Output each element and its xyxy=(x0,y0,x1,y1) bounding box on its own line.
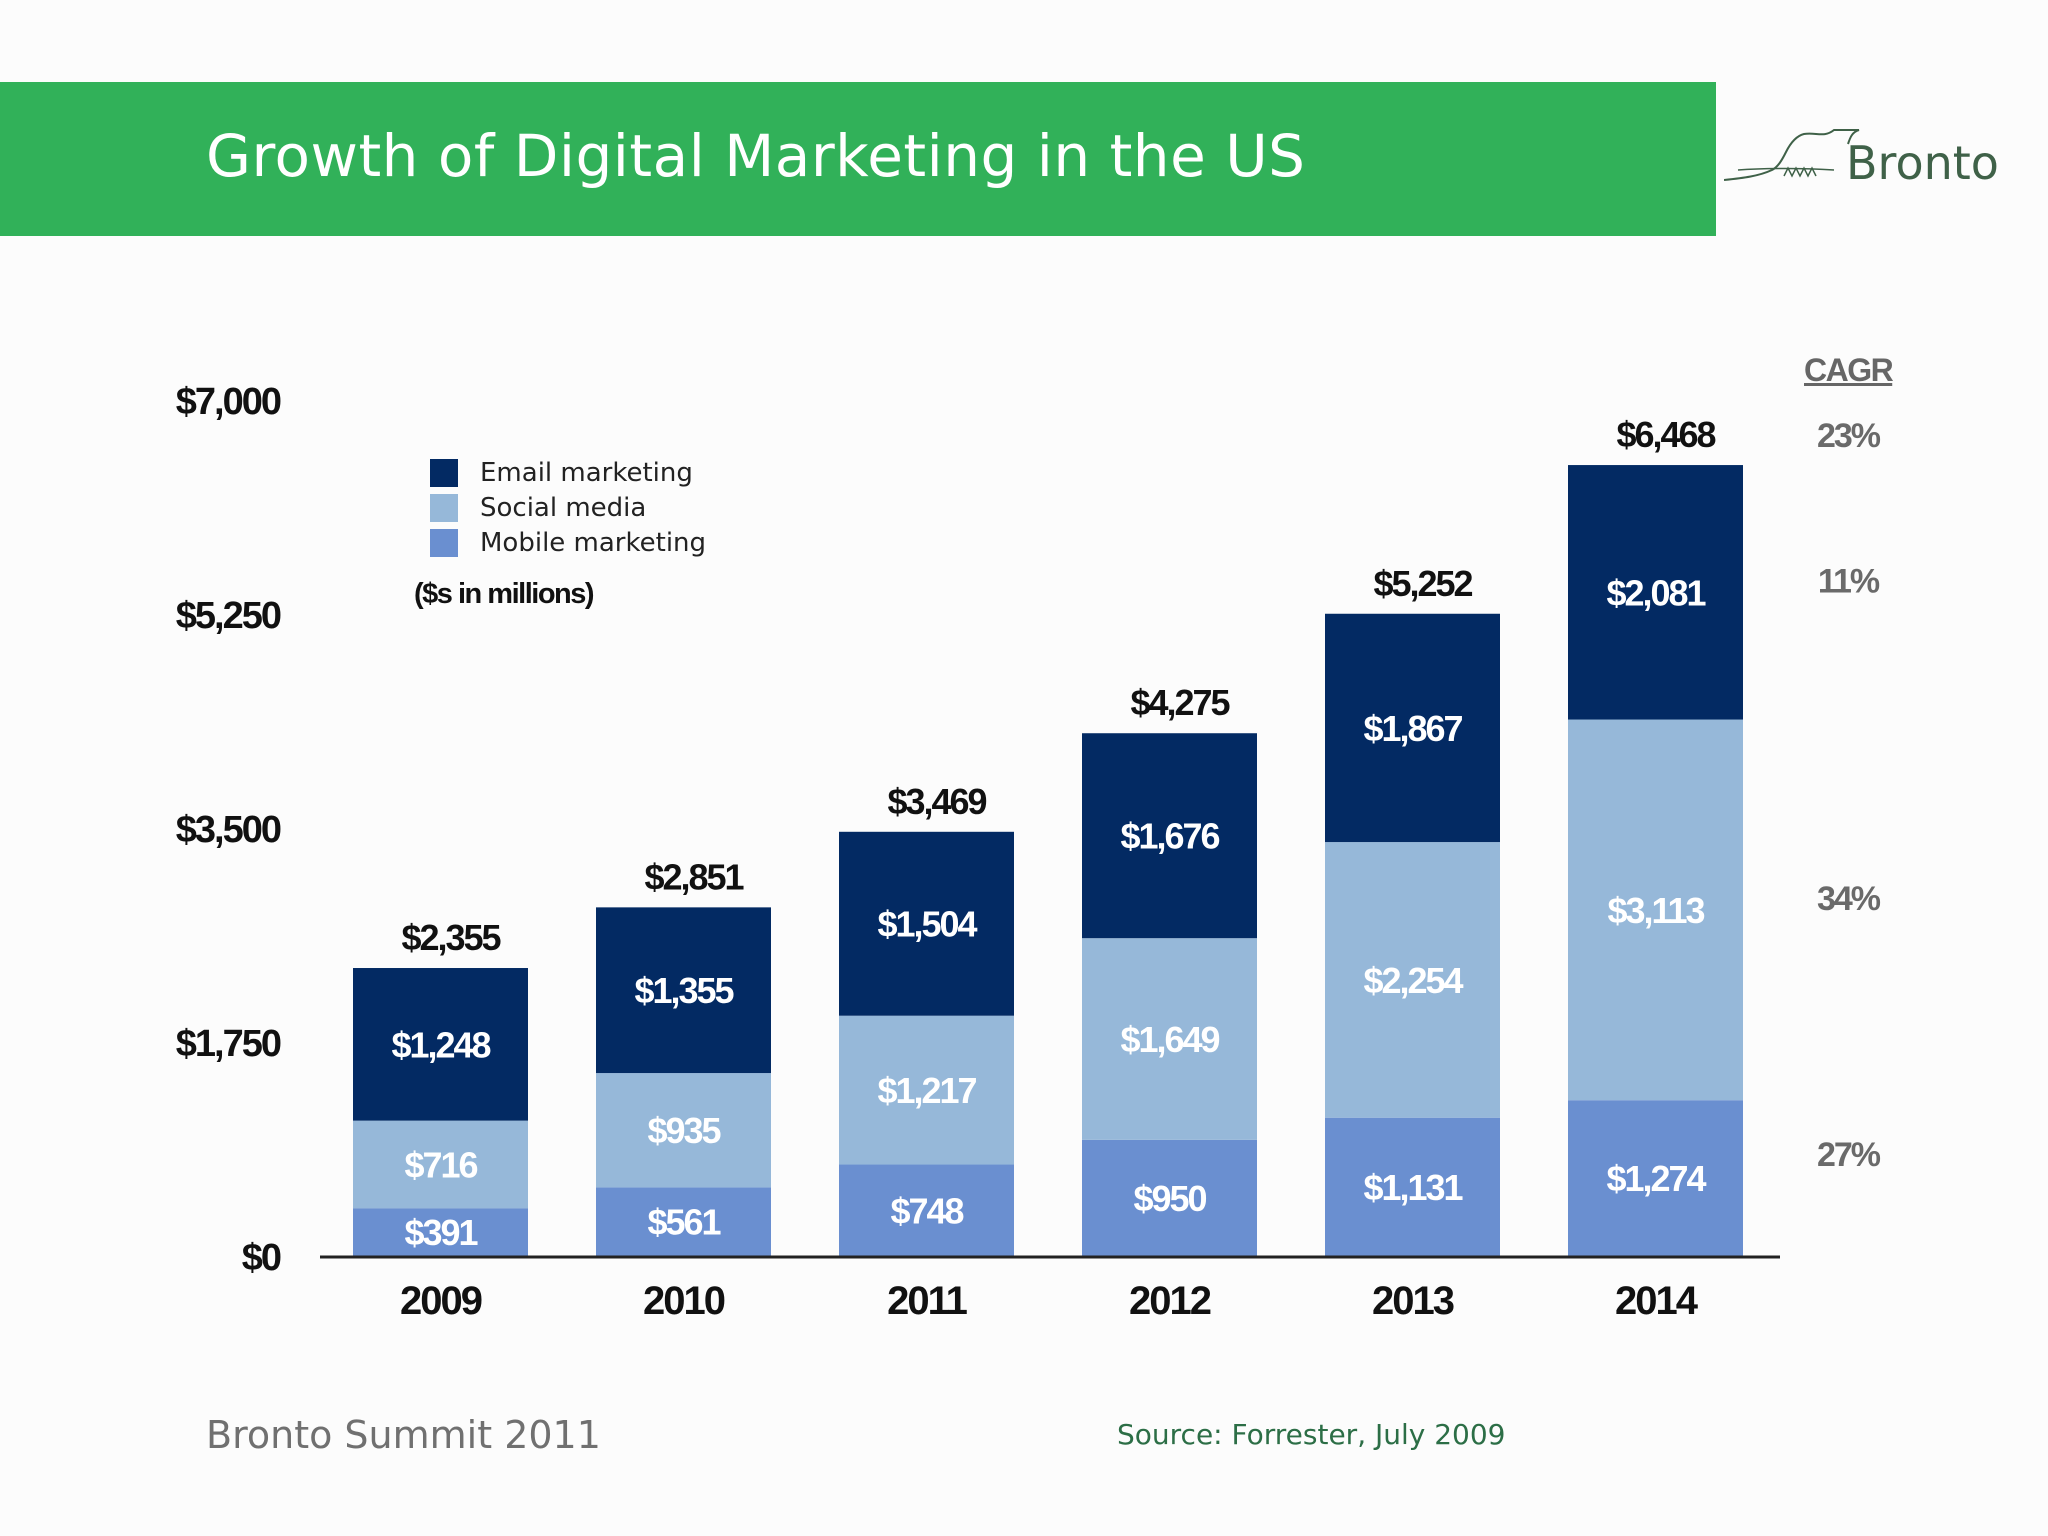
bar-segment xyxy=(1325,842,1500,1118)
bar-segment xyxy=(1082,733,1257,939)
x-tick-label: 2013 xyxy=(1372,1279,1454,1323)
bar-data-label: $391 xyxy=(404,1212,478,1253)
cagr-title: CAGR xyxy=(1804,352,1894,388)
legend-item-social: Social media xyxy=(430,490,706,525)
bar-segment xyxy=(353,1208,528,1256)
footer-source: Source: Forrester, July 2009 xyxy=(1117,1418,1506,1451)
bar-data-label: $1,867 xyxy=(1363,708,1462,749)
bar-segment xyxy=(1082,938,1257,1140)
footer-event: Bronto Summit 2011 xyxy=(206,1413,601,1457)
bar-segment xyxy=(596,907,771,1074)
bar-data-label: $950 xyxy=(1133,1178,1206,1219)
bar-data-label: $1,504 xyxy=(877,904,977,945)
bar-data-label: $748 xyxy=(890,1190,963,1231)
total-label: $5,252 xyxy=(1373,563,1472,604)
page-title: Growth of Digital Marketing in the US xyxy=(206,122,1306,190)
bar-segment xyxy=(1325,613,1500,843)
bar-data-label: $1,355 xyxy=(634,970,734,1011)
y-tick-label: $1,750 xyxy=(176,1023,281,1065)
total-label: $2,851 xyxy=(644,856,744,897)
logo-text: Bronto xyxy=(1846,136,1999,190)
units-note: ($s in millions) xyxy=(414,578,595,610)
bar-data-label: $1,649 xyxy=(1120,1019,1219,1060)
x-tick-label: 2009 xyxy=(400,1279,482,1323)
legend-item-mobile: Mobile marketing xyxy=(430,525,706,560)
legend-label-social: Social media xyxy=(480,492,647,523)
total-label: $2,355 xyxy=(401,917,501,958)
bronto-logo-icon xyxy=(1724,129,1860,181)
y-tick-label: $3,500 xyxy=(176,809,281,851)
bar-segment xyxy=(353,1120,528,1209)
bar-segment xyxy=(839,1164,1014,1256)
bar-segment xyxy=(839,1015,1014,1165)
legend-swatch-email xyxy=(430,458,458,487)
bar-segment xyxy=(1325,1117,1500,1256)
x-tick-label: 2010 xyxy=(643,1279,725,1323)
y-tick-label: $0 xyxy=(242,1237,281,1279)
cagr-value: 34% xyxy=(1817,880,1881,918)
bar-segment xyxy=(596,1073,771,1188)
bar-data-label: $935 xyxy=(647,1110,721,1151)
cagr-value: 23% xyxy=(1817,417,1881,455)
bar-data-label: $1,274 xyxy=(1606,1158,1706,1199)
cagr-value: 27% xyxy=(1817,1136,1881,1174)
total-label: $4,275 xyxy=(1130,682,1230,723)
y-tick-label: $5,250 xyxy=(176,595,281,637)
legend-swatch-social xyxy=(430,493,458,522)
legend: Email marketing Social media Mobile mark… xyxy=(430,455,706,560)
stacked-bar-chart: $0 $1,750 $3,500 $5,250 $7,000 $391 $716 $1,248… xyxy=(176,381,1883,1323)
bar-data-label: $561 xyxy=(647,1202,721,1243)
bar-segment xyxy=(596,1187,771,1256)
bar-segment xyxy=(1568,465,1743,720)
bar-data-label: $2,254 xyxy=(1363,960,1463,1001)
title-banner xyxy=(0,82,1716,236)
bar-data-label: $1,676 xyxy=(1120,816,1219,857)
legend-label-mobile: Mobile marketing xyxy=(480,527,707,558)
total-label: $3,469 xyxy=(887,781,986,822)
legend-label-email: Email marketing xyxy=(480,457,693,488)
bar-segment xyxy=(1082,1139,1257,1256)
bar-data-label: $1,217 xyxy=(877,1070,976,1111)
x-tick-label: 2014 xyxy=(1615,1279,1699,1323)
bar-data-label: $1,248 xyxy=(391,1024,490,1065)
total-label: $6,468 xyxy=(1616,414,1715,455)
bar-segment xyxy=(1568,1100,1743,1256)
x-tick-label: 2012 xyxy=(1129,1279,1211,1323)
legend-item-email: Email marketing xyxy=(430,455,706,490)
bar-segment xyxy=(353,968,528,1121)
y-tick-label: $7,000 xyxy=(176,381,281,423)
cagr-value: 11% xyxy=(1818,562,1880,600)
bar-data-label: $3,113 xyxy=(1607,890,1704,931)
bar-data-label: $716 xyxy=(404,1144,477,1185)
bar-data-label: $1,131 xyxy=(1363,1167,1463,1208)
bar-data-label: $2,081 xyxy=(1606,572,1706,613)
bar-segment xyxy=(1568,719,1743,1101)
bar-segment xyxy=(839,831,1014,1016)
x-tick-label: 2011 xyxy=(887,1279,968,1323)
legend-swatch-mobile xyxy=(430,528,458,557)
